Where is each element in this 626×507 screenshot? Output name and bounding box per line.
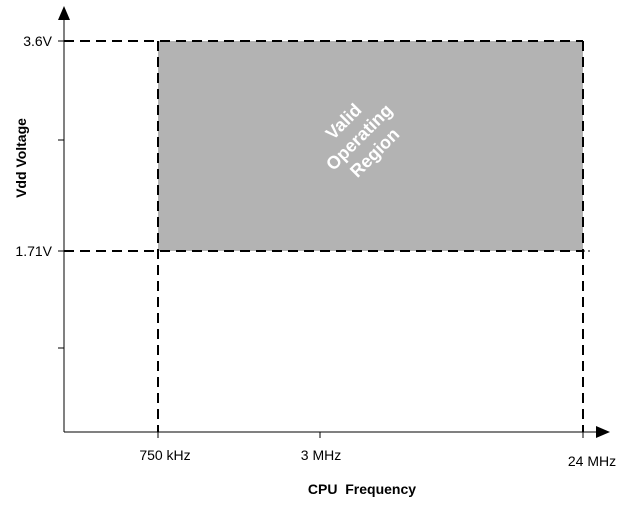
valid-operating-region — [158, 41, 583, 251]
x-axis-title: CPU Frequency — [308, 481, 416, 497]
y-tick-label-min: 1.71V — [15, 243, 52, 259]
x-axis-arrow — [596, 426, 610, 438]
x-tick-label-24mhz: 24 MHz — [568, 453, 616, 469]
x-tick-label-750khz: 750 kHz — [139, 447, 190, 463]
y-axis-title: Vdd Voltage — [13, 118, 29, 198]
x-tick-label-3mhz: 3 MHz — [301, 447, 341, 463]
x-axis-ticks — [157, 432, 584, 438]
y-tick-label-max: 3.6V — [23, 33, 52, 49]
y-axis-ticks — [58, 40, 64, 349]
axes — [63, 18, 598, 433]
dashed-boundaries — [64, 40, 584, 432]
y-axis-arrow — [58, 6, 70, 20]
